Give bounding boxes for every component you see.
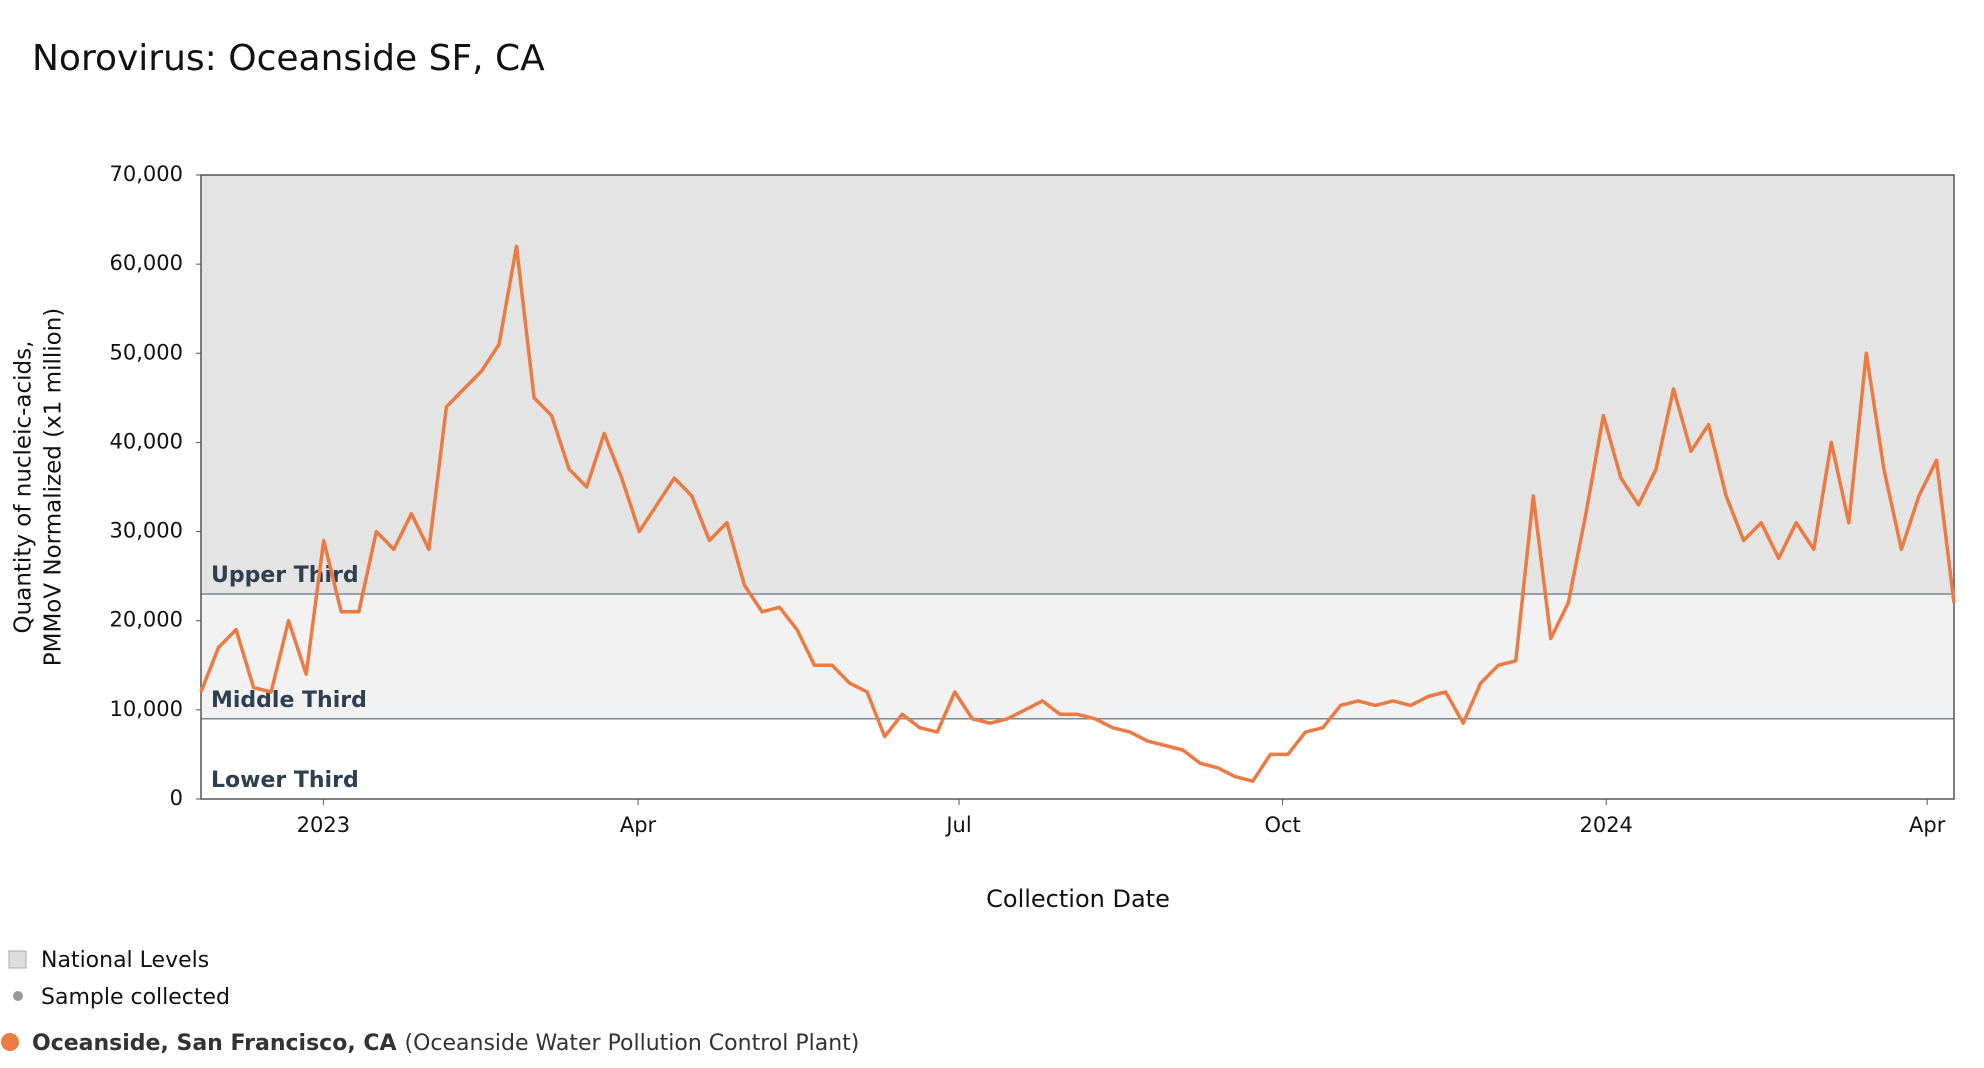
- x-tick-label: Apr: [1909, 813, 1946, 837]
- legend-label: National Levels: [41, 948, 209, 973]
- y-tick-label: 0: [170, 786, 183, 810]
- legend-icon: [13, 991, 23, 1001]
- series-name: Oceanside, San Francisco, CA: [32, 1031, 397, 1056]
- plot-frame: [200, 174, 1955, 800]
- x-tick-label: 2024: [1579, 813, 1632, 837]
- y-tick-label: 10,000: [110, 697, 183, 721]
- y-tick-label: 50,000: [110, 340, 183, 364]
- y-axis-label: PMMoV Normalized (x1 million): [41, 308, 67, 667]
- legend-series: Oceanside, San Francisco, CA (Oceanside W…: [32, 1031, 859, 1056]
- level-label: Upper Third: [211, 563, 359, 588]
- y-tick-label: 70,000: [110, 162, 183, 186]
- x-axis-label: Collection Date: [986, 885, 1170, 913]
- series-site: (Oceanside Water Pollution Control Plant…: [405, 1031, 860, 1056]
- x-tick-label: Jul: [944, 813, 971, 837]
- legend-icon: [8, 950, 27, 969]
- y-tick-label: 60,000: [110, 251, 183, 275]
- level-band: [201, 175, 1954, 594]
- level-band: [201, 718, 1954, 799]
- y-tick-label: 20,000: [110, 608, 183, 632]
- x-tick-label: Oct: [1264, 813, 1300, 837]
- y-tick-label: 40,000: [110, 429, 183, 453]
- level-band: [201, 593, 1954, 719]
- legend-label: Sample collected: [41, 985, 230, 1010]
- y-axis-label: Quantity of nucleic-acids,: [11, 341, 37, 634]
- legend-icon: [1, 1033, 19, 1051]
- y-tick-label: 30,000: [110, 519, 183, 543]
- level-label: Middle Third: [211, 688, 367, 713]
- x-tick-label: 2023: [297, 813, 350, 837]
- data-line: [199, 244, 1956, 783]
- x-tick-label: Apr: [620, 813, 657, 837]
- level-label: Lower Third: [211, 768, 359, 793]
- chart-title: Norovirus: Oceanside SF, CA: [32, 38, 545, 79]
